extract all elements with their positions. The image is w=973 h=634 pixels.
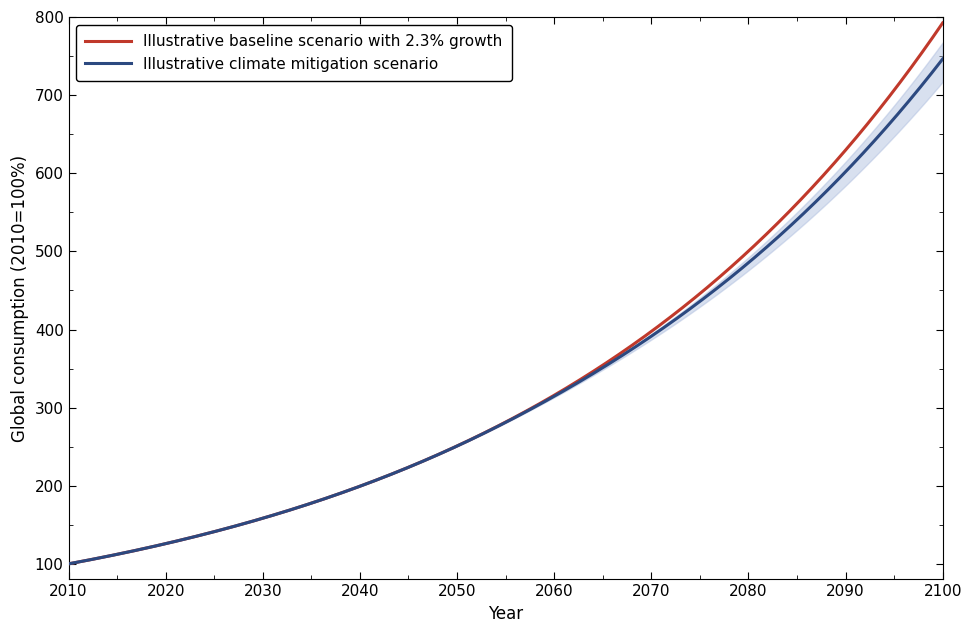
Illustrative climate mitigation scenario [937, 55, 949, 63]
Illustrative baseline scenario with 2.3% growth [911, 56, 922, 63]
Illustrative climate mitigation scenario [751, 252, 763, 259]
Illustrative climate mitigation scenario [62, 560, 74, 567]
Illustrative climate mitigation scenario [487, 425, 499, 432]
Illustrative climate mitigation scenario [464, 436, 476, 444]
Illustrative baseline scenario with 2.3% growth [751, 240, 763, 247]
Illustrative climate mitigation scenario [912, 87, 923, 94]
Illustrative baseline scenario with 2.3% growth [912, 55, 923, 63]
Illustrative climate mitigation scenario [107, 552, 119, 559]
Illustrative baseline scenario with 2.3% growth [464, 436, 476, 443]
Illustrative baseline scenario with 2.3% growth [937, 19, 949, 27]
X-axis label: Year: Year [488, 605, 523, 623]
Illustrative climate mitigation scenario [911, 87, 922, 95]
Y-axis label: Global consumption (2010=100%): Global consumption (2010=100%) [11, 155, 29, 442]
Illustrative baseline scenario with 2.3% growth [487, 424, 499, 432]
Line: Illustrative baseline scenario with 2.3% growth: Illustrative baseline scenario with 2.3%… [68, 23, 943, 564]
Line: Illustrative climate mitigation scenario: Illustrative climate mitigation scenario [68, 59, 943, 564]
Legend: Illustrative baseline scenario with 2.3% growth, Illustrative climate mitigation: Illustrative baseline scenario with 2.3%… [76, 25, 512, 81]
Illustrative baseline scenario with 2.3% growth [62, 560, 74, 567]
Illustrative baseline scenario with 2.3% growth [107, 552, 119, 559]
